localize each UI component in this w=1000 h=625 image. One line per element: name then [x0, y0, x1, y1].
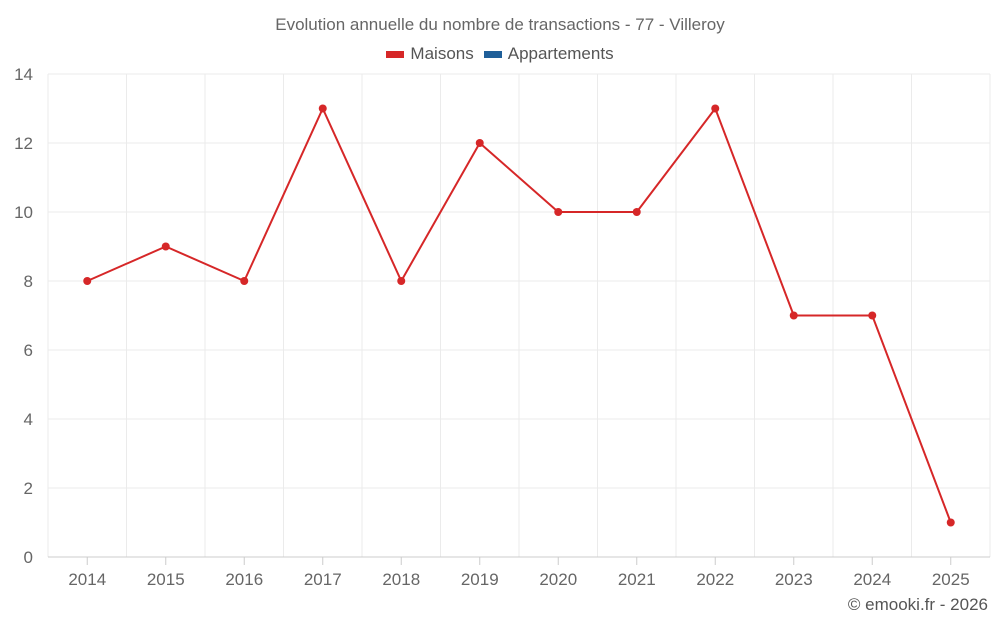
y-tick-label: 0 [24, 548, 33, 567]
y-tick-label: 4 [24, 410, 33, 429]
data-point[interactable] [946, 518, 955, 527]
data-point[interactable] [632, 208, 641, 216]
y-tick-label: 14 [14, 65, 33, 84]
data-point[interactable] [318, 104, 327, 113]
data-point[interactable] [397, 277, 406, 285]
data-point[interactable] [240, 277, 249, 285]
x-tick-label: 2025 [932, 570, 970, 589]
y-tick-label: 10 [14, 203, 33, 222]
chart-legend: Maisons Appartements [0, 44, 1000, 64]
data-point[interactable] [475, 139, 484, 147]
x-tick-label: 2014 [68, 570, 106, 589]
legend-label-appartements: Appartements [507, 44, 614, 63]
legend-swatch-appartements [483, 50, 502, 58]
copyright-text: © emooki.fr - 2026 [847, 595, 988, 614]
x-tick-label: 2015 [147, 570, 185, 589]
data-point[interactable] [868, 311, 877, 320]
legend-item-maisons[interactable]: Maisons [386, 44, 474, 64]
data-point[interactable] [554, 208, 563, 216]
x-tick-label: 2019 [461, 570, 499, 589]
x-tick-label: 2018 [382, 570, 420, 589]
data-point[interactable] [161, 242, 170, 251]
y-tick-label: 8 [24, 272, 33, 291]
series-line-maisons [86, 107, 952, 523]
x-tick-label: 2023 [775, 570, 813, 589]
legend-swatch-maisons [386, 50, 405, 58]
x-tick-label: 2017 [304, 570, 342, 589]
x-tick-label: 2021 [618, 570, 656, 589]
x-tick-label: 2020 [539, 570, 577, 589]
chart-title: Evolution annuelle du nombre de transact… [275, 15, 725, 34]
legend-item-appartements[interactable]: Appartements [483, 44, 614, 64]
x-tick-label: 2016 [225, 570, 263, 589]
y-tick-label: 2 [24, 479, 33, 498]
x-tick-label: 2022 [696, 570, 734, 589]
data-point[interactable] [711, 104, 720, 113]
data-point[interactable] [83, 277, 92, 285]
legend-label-maisons: Maisons [410, 44, 474, 63]
data-point[interactable] [789, 311, 798, 320]
y-tick-label: 12 [14, 134, 33, 153]
y-tick-label: 6 [24, 341, 33, 360]
x-tick-label: 2024 [853, 570, 891, 589]
